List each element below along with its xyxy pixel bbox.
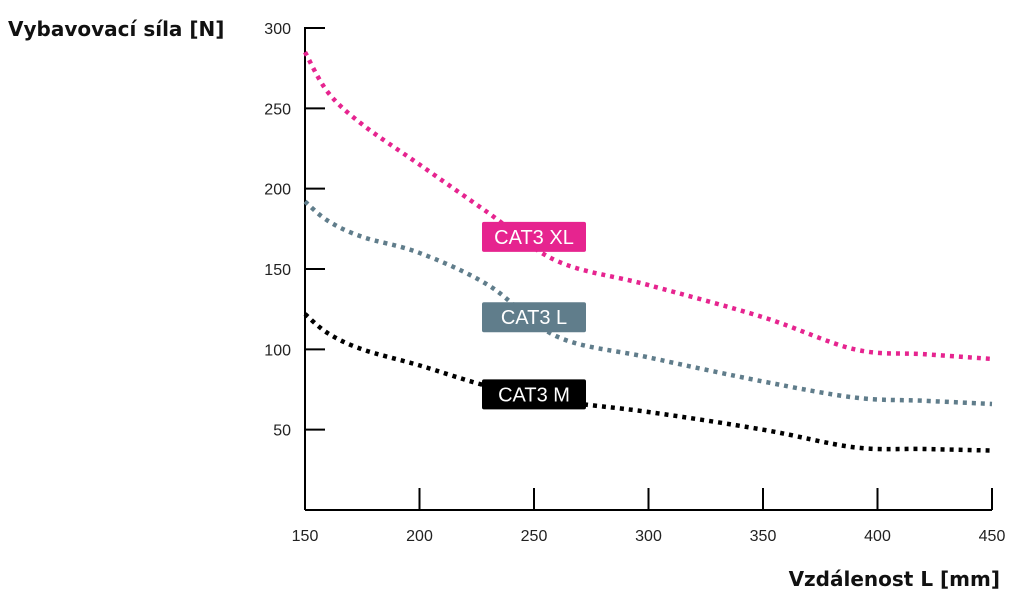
y-tick-label: 100	[264, 342, 291, 359]
series-label-2: CAT3 M	[482, 379, 586, 410]
x-tick-label: 300	[635, 528, 662, 545]
series-label-text: CAT3 L	[501, 307, 567, 329]
x-tick-label: 450	[979, 528, 1006, 545]
series-line-0	[303, 50, 993, 362]
x-tick-label: 400	[864, 528, 891, 545]
series-label-1: CAT3 L	[482, 302, 586, 333]
axes: 50 100 150 200 250 300 150 200 250 300 350 400 450	[264, 21, 1005, 545]
x-tick-label: 150	[292, 528, 319, 545]
series-label-box	[482, 221, 586, 252]
series-label-text: CAT3 M	[498, 384, 570, 406]
x-tick-label: 200	[406, 528, 433, 545]
series-label-box	[482, 379, 586, 410]
series-line-1	[303, 199, 993, 407]
series-line-2	[303, 312, 993, 453]
series-labels: CAT3 XL CAT3 L CAT3 M	[482, 221, 586, 410]
series-label-0: CAT3 XL	[482, 221, 586, 252]
x-axis-title: Vzdálenost L [mm]	[789, 567, 1000, 590]
y-tick-label: 150	[264, 262, 291, 279]
series-label-box	[482, 302, 586, 333]
series-label-text: CAT3 XL	[494, 227, 574, 249]
y-tick-label: 300	[264, 21, 291, 38]
y-tick-label: 200	[264, 182, 291, 199]
x-tick-label: 350	[750, 528, 777, 545]
series-layer	[303, 50, 993, 453]
x-tick-label: 250	[521, 528, 548, 545]
y-tick-label: 250	[264, 101, 291, 118]
y-tick-label: 50	[273, 423, 291, 440]
y-axis-title: Vybavovací síla [N]	[8, 17, 224, 41]
